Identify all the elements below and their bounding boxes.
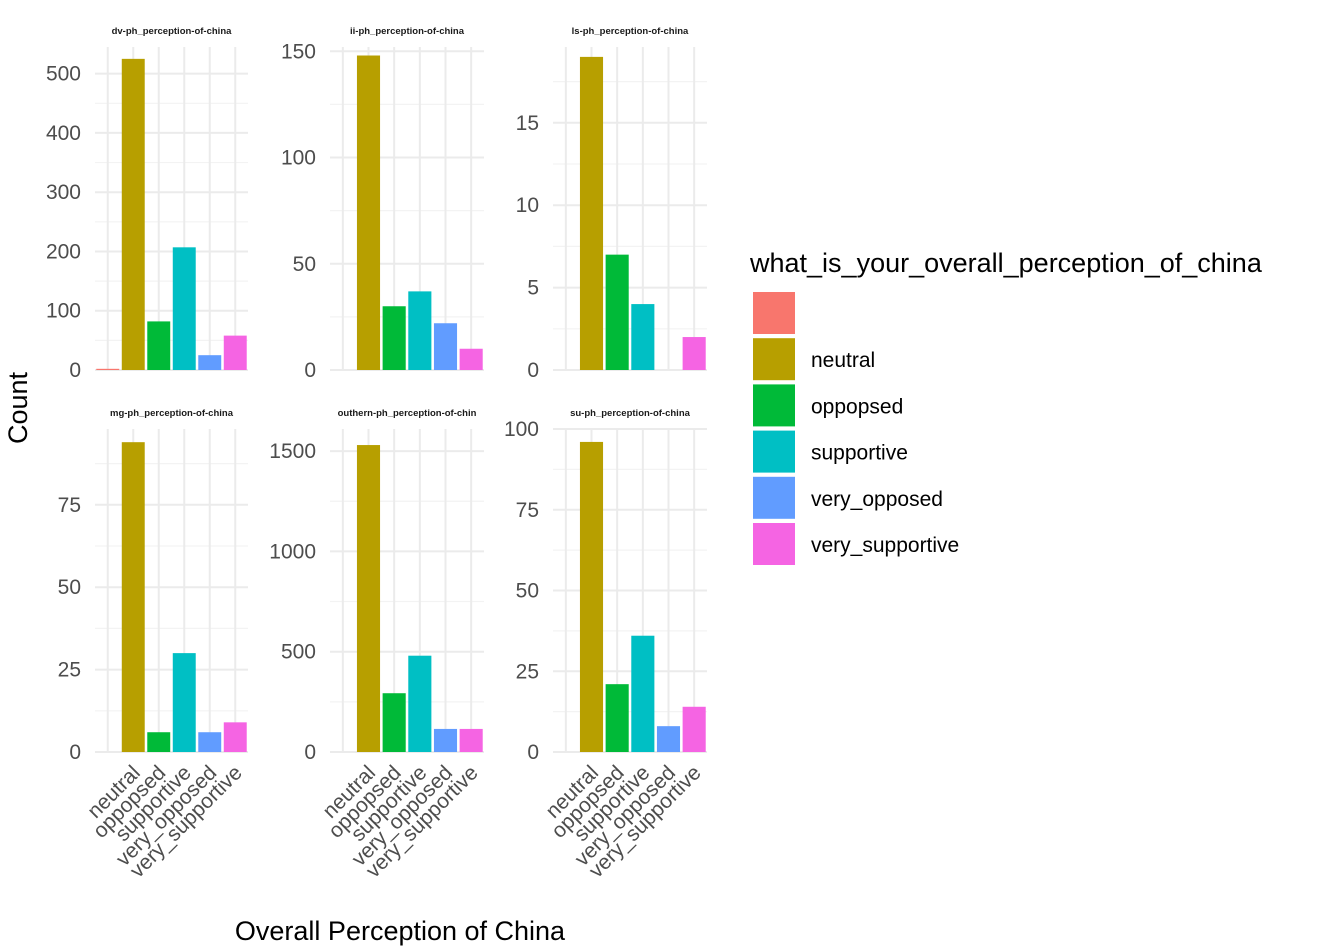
y-tick-label: 0 bbox=[69, 359, 81, 382]
legend-swatch bbox=[753, 430, 795, 473]
y-tick-label: 5 bbox=[527, 277, 539, 300]
facet-panel: 0 5 10 15 ls-ph_perception-of-china bbox=[516, 26, 707, 382]
bar bbox=[382, 306, 406, 370]
legend-swatch bbox=[753, 523, 795, 565]
facet-panel: 0 100 200 300 400 500 dv-ph_perception-of-chin… bbox=[46, 26, 248, 382]
y-tick-label: 0 bbox=[527, 741, 539, 764]
y-tick-label: 0 bbox=[304, 741, 316, 764]
legend-item: supportive bbox=[753, 430, 908, 473]
legend-item: oppopsed bbox=[753, 384, 903, 427]
bar bbox=[223, 722, 247, 752]
legend-swatch bbox=[753, 338, 795, 381]
y-axis-title: Count bbox=[3, 371, 33, 444]
bar bbox=[459, 348, 483, 370]
bar bbox=[682, 706, 706, 752]
y-tick-label: 100 bbox=[504, 418, 539, 441]
bar bbox=[682, 337, 706, 370]
legend-label: neutral bbox=[811, 349, 875, 372]
x-axis-tick-labels: neutraloppopsedsupportivevery_opposedver… bbox=[83, 761, 706, 882]
legend-item bbox=[753, 292, 795, 334]
y-tick-label: 75 bbox=[516, 499, 539, 522]
bar bbox=[96, 368, 120, 370]
y-tick-label: 0 bbox=[527, 359, 539, 382]
facet-title: outhern-ph_perception-of-chin bbox=[338, 408, 477, 419]
bar bbox=[198, 355, 222, 370]
bar bbox=[631, 304, 655, 370]
bar bbox=[223, 335, 247, 370]
y-tick-label: 100 bbox=[281, 147, 316, 170]
legend-item: very_opposed bbox=[753, 476, 943, 519]
y-tick-label: 50 bbox=[516, 580, 539, 603]
y-tick-label: 50 bbox=[58, 576, 81, 599]
facet-panel: 0 500 1000 1500 outhern-ph_perception-of-chi… bbox=[269, 408, 484, 764]
bar bbox=[172, 653, 196, 752]
y-tick-label: 0 bbox=[69, 741, 81, 764]
bar bbox=[579, 56, 604, 370]
bar bbox=[356, 55, 381, 370]
legend-label: supportive bbox=[811, 442, 908, 465]
legend-label: very_opposed bbox=[811, 488, 943, 511]
legend-swatch bbox=[753, 384, 795, 427]
y-tick-label: 200 bbox=[46, 240, 81, 263]
y-tick-label: 0 bbox=[304, 359, 316, 382]
y-tick-label: 10 bbox=[516, 194, 539, 217]
facets-layer: 0100200300400500dv-ph_perception-of-chin… bbox=[46, 26, 707, 764]
bar bbox=[147, 732, 171, 752]
facet-title: mg-ph_perception-of-china bbox=[110, 408, 234, 419]
bar bbox=[459, 728, 483, 752]
y-tick-label: 1500 bbox=[269, 440, 316, 463]
legend-swatch bbox=[753, 476, 795, 519]
facet-panel: 0 25 50 75 mg-ph_perception-of-china bbox=[58, 408, 248, 764]
y-tick-label: 50 bbox=[293, 253, 316, 276]
y-tick-label: 400 bbox=[46, 122, 81, 145]
legend-label: very_supportive bbox=[811, 534, 959, 557]
y-tick-label: 15 bbox=[516, 112, 539, 135]
legend-items: neutral oppopsed supportive very_opposedver… bbox=[753, 292, 959, 565]
bar bbox=[121, 58, 145, 370]
bar bbox=[382, 693, 406, 752]
legend: what_is_your_overall_perception_of_china… bbox=[749, 248, 1263, 565]
y-tick-label: 75 bbox=[58, 494, 81, 517]
bar bbox=[121, 442, 145, 752]
bar bbox=[656, 726, 681, 752]
legend-swatch bbox=[753, 292, 795, 334]
legend-title: what_is_your_overall_perception_of_china bbox=[749, 248, 1263, 278]
facet-title: su-ph_perception-of-china bbox=[570, 408, 691, 419]
facet-title: dv-ph_perception-of-china bbox=[112, 26, 233, 37]
bar bbox=[356, 445, 381, 752]
x-axis-title: Overall Perception of China bbox=[235, 916, 566, 946]
bar bbox=[605, 684, 629, 752]
bar bbox=[631, 635, 655, 752]
facet-panel: 0 50 100 150 ii-ph_perception-of-china bbox=[281, 26, 484, 382]
bar bbox=[408, 291, 432, 370]
legend-item: neutral bbox=[753, 338, 875, 381]
legend-label: oppopsed bbox=[811, 395, 903, 418]
y-tick-label: 150 bbox=[281, 40, 316, 63]
facet-panel: 0 25 50 75 100 su-ph_perception-of-china bbox=[504, 408, 707, 764]
facet-title: ls-ph_perception-of-china bbox=[572, 26, 689, 37]
y-tick-label: 300 bbox=[46, 181, 81, 204]
y-tick-label: 1000 bbox=[269, 540, 316, 563]
bar bbox=[147, 321, 171, 370]
bar bbox=[605, 254, 629, 370]
bar bbox=[408, 655, 432, 752]
legend-item: very_supportive bbox=[753, 523, 959, 565]
y-tick-label: 25 bbox=[58, 659, 81, 682]
bar bbox=[198, 732, 222, 752]
y-tick-label: 100 bbox=[46, 300, 81, 323]
y-tick-label: 500 bbox=[281, 641, 316, 664]
bar bbox=[433, 323, 458, 370]
bar bbox=[172, 247, 196, 370]
bar bbox=[579, 441, 604, 752]
facet-title: ii-ph_perception-of-china bbox=[350, 26, 465, 37]
bar bbox=[433, 728, 458, 752]
y-tick-label: 25 bbox=[516, 660, 539, 683]
y-tick-label: 500 bbox=[46, 63, 81, 86]
